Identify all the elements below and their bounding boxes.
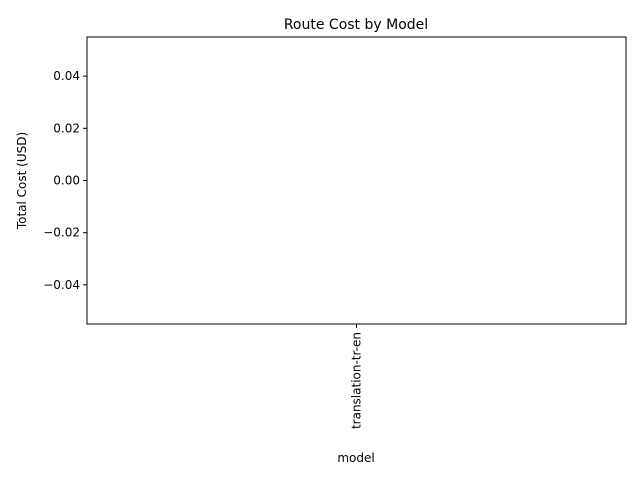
y-tick-label: −0.04 (43, 278, 80, 292)
y-tick-label: −0.02 (43, 226, 80, 240)
x-axis-label: model (337, 451, 374, 465)
y-tick-label: 0.04 (53, 69, 80, 83)
chart-title: Route Cost by Model (284, 17, 428, 33)
x-tick-label: translation-tr-en (350, 332, 364, 429)
x-axis: translation-tr-en (350, 324, 364, 429)
y-tick-label: 0.02 (53, 121, 80, 135)
y-tick-label: 0.00 (53, 174, 80, 188)
y-axis: −0.04 −0.02 0.00 0.02 0.04 (43, 69, 87, 292)
y-axis-label: Total Cost (USD) (15, 132, 29, 230)
